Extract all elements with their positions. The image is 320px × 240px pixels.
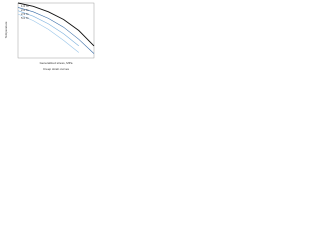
series-line bbox=[17, 2, 95, 47]
legend-label: 5.0 % bbox=[21, 16, 29, 20]
y-axis-label: Temperature bbox=[4, 21, 8, 38]
legend-label: 2.0 % bbox=[21, 8, 29, 12]
series-line bbox=[17, 7, 95, 54]
plot-frame bbox=[17, 2, 95, 59]
legend-label: 1.0 % bbox=[21, 4, 29, 8]
chart: Temperature Generalized stress, MPa Cree… bbox=[4, 2, 95, 71]
series-line bbox=[17, 10, 79, 47]
x-axis-label: Generalized stress, MPa bbox=[40, 61, 73, 65]
series-line bbox=[17, 13, 79, 53]
legend-label: 2.5 % bbox=[21, 12, 29, 16]
note: Creep strain curves bbox=[43, 67, 70, 71]
